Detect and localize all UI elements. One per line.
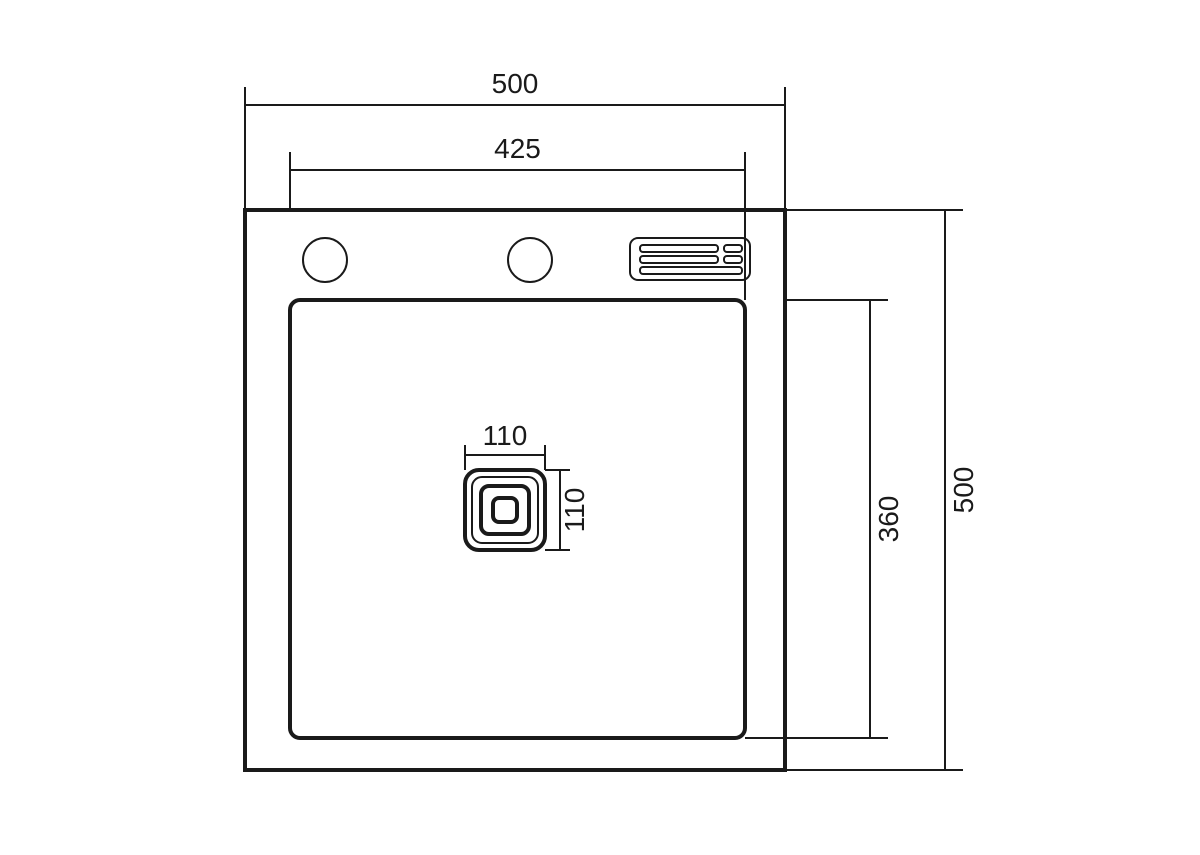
dim-height-outer-label: 500 [948, 467, 979, 514]
overflow-slot-1 [724, 245, 742, 252]
tap-hole-1 [508, 238, 552, 282]
dim-height-inner-label: 360 [873, 496, 904, 543]
overflow-slot-3 [724, 256, 742, 263]
drain-ring [481, 486, 529, 534]
drain-width-label: 110 [483, 420, 528, 451]
drain-ring [493, 498, 517, 522]
overflow-slot-2 [640, 256, 718, 263]
technical-drawing: 110 110 500 425 360 500 [0, 0, 1200, 855]
drain-height-label: 110 [559, 488, 590, 533]
dim-width-outer-label: 500 [492, 68, 539, 99]
overflow-slot-0 [640, 245, 718, 252]
outer-rect [245, 210, 785, 770]
tap-hole-0 [303, 238, 347, 282]
dim-width-inner-label: 425 [494, 133, 541, 164]
overflow-slot-4 [640, 267, 742, 274]
drain-ring [465, 470, 545, 550]
